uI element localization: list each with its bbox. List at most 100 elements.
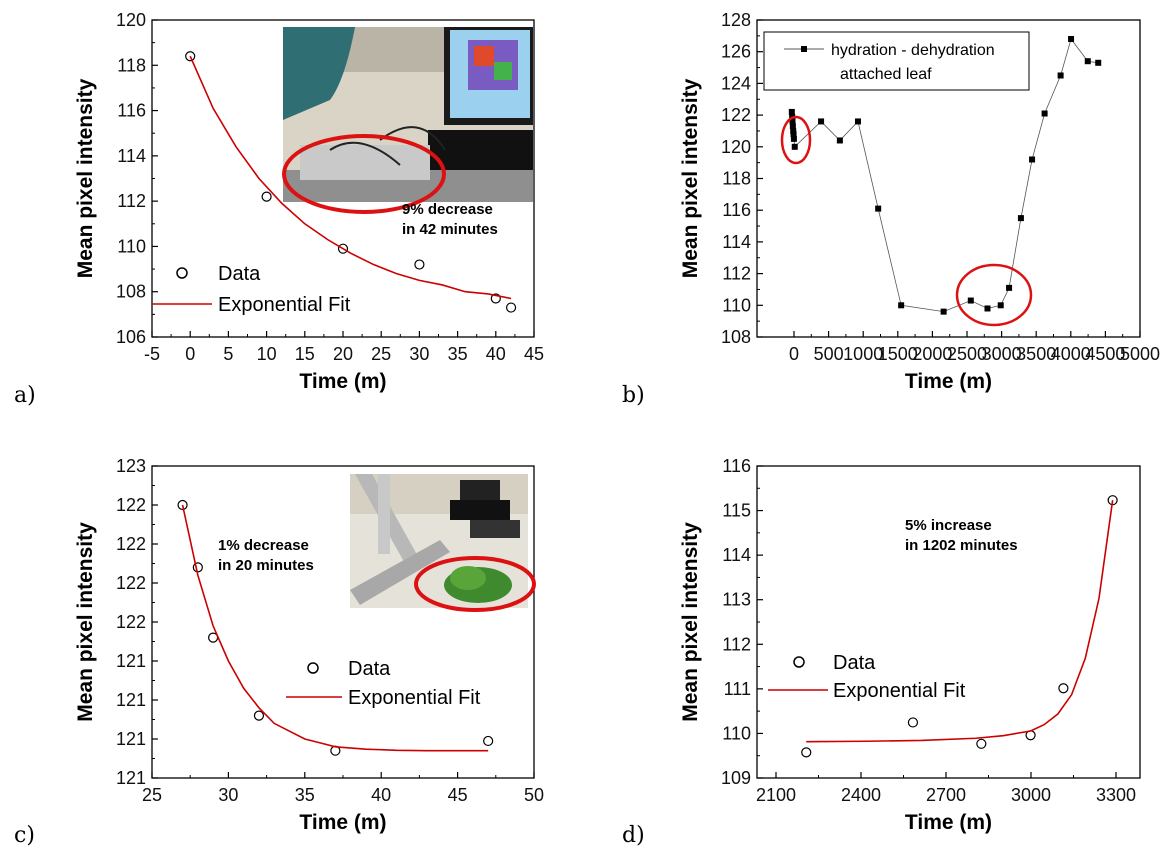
legend-marker-data	[176, 267, 188, 279]
y-tick-label: 121	[116, 768, 146, 788]
data-point	[788, 108, 795, 115]
x-tick-label: 3500	[1016, 344, 1056, 364]
data-point	[818, 118, 825, 125]
photo-plant-leaf	[450, 566, 486, 590]
x-tick-label: 35	[448, 344, 468, 364]
data-point	[1095, 59, 1102, 66]
y-tick-label: 126	[721, 42, 751, 62]
chart-panel-c: 121 121 121 121 122 122 122 122 123 25 30 35 40 45 50 T…	[14, 456, 544, 848]
x-tick-label: 2000	[912, 344, 952, 364]
y-tick-label: 128	[721, 10, 751, 30]
y-tick-label: 122	[116, 612, 146, 632]
x-tick-label: 25	[142, 785, 162, 805]
data-point	[801, 747, 812, 758]
legend-marker-data	[793, 656, 805, 668]
annotation-text: 1% decrease	[218, 537, 309, 554]
x-tick-label: 35	[295, 785, 315, 805]
photo-cable	[379, 126, 446, 151]
x-tick-label: 4500	[1085, 344, 1125, 364]
photo-cloth	[283, 27, 355, 120]
data-point	[790, 135, 797, 142]
y-axis-title: Mean pixel intensity	[74, 522, 97, 722]
y-tick-label: 116	[117, 101, 146, 121]
x-tick-label: 4000	[1051, 344, 1091, 364]
data-point	[1006, 284, 1013, 291]
y-tick-label: 120	[721, 137, 751, 157]
y-tick-label: 116	[722, 456, 751, 476]
y-axis-title: Mean pixel intensity	[679, 78, 702, 278]
data-point	[836, 137, 843, 144]
x-tick-label: 2500	[947, 344, 987, 364]
y-axis-title: Mean pixel intensity	[74, 78, 97, 278]
y-tick-label: 120	[116, 10, 146, 30]
data-point	[997, 302, 1004, 309]
plot-frame	[756, 465, 1141, 779]
data-point	[1084, 58, 1091, 65]
x-tick-label: 2400	[841, 785, 881, 805]
y-tick-label: 121	[116, 729, 146, 749]
y-tick-label: 111	[724, 679, 751, 699]
legend-marker	[801, 46, 807, 52]
highlight-circle	[282, 134, 446, 214]
data-point	[967, 297, 974, 304]
y-tick-label: 118	[117, 55, 146, 75]
y-tick-label: 108	[721, 327, 751, 347]
photo-cable	[329, 141, 401, 166]
highlight-circle	[780, 115, 812, 165]
fit-curve	[189, 55, 512, 300]
highlight-circle	[414, 556, 536, 612]
x-tick-label: 25	[371, 344, 391, 364]
legend-label-data: Data	[348, 658, 391, 680]
x-tick-label: 3000	[982, 344, 1022, 364]
fit-curve	[181, 504, 489, 752]
x-tick-label: 0	[789, 344, 799, 364]
x-tick-label: 3300	[1096, 785, 1136, 805]
panel-label: d)	[622, 823, 645, 848]
y-tick-label: 114	[722, 545, 751, 565]
data-point	[791, 143, 798, 150]
annotation-text: 5% increase	[905, 517, 992, 534]
y-tick-label: 124	[721, 73, 751, 93]
x-tick-label: 1500	[878, 344, 918, 364]
y-tick-label: 114	[117, 146, 146, 166]
panel-label: a)	[14, 383, 36, 408]
x-tick-label: 2100	[756, 785, 796, 805]
y-tick-label: 122	[116, 573, 146, 593]
data-point	[1029, 156, 1036, 163]
data-point	[789, 118, 796, 125]
annotation-text: in 1202 minutes	[905, 537, 1018, 554]
data-point	[984, 305, 991, 312]
legend-label: attached leaf	[840, 66, 932, 83]
legend-label-data: Data	[833, 652, 876, 674]
x-tick-label: 10	[257, 344, 277, 364]
fit-curve	[806, 500, 1114, 743]
y-tick-label: 114	[722, 232, 751, 252]
y-tick-label: 106	[116, 327, 146, 347]
legend-marker-data	[307, 662, 319, 674]
highlight-circle	[955, 263, 1033, 327]
data-point	[1017, 215, 1024, 222]
x-tick-label: 20	[333, 344, 353, 364]
y-tick-label: 112	[722, 634, 751, 654]
y-tick-label: 118	[722, 169, 751, 189]
legend-label: hydration - dehydration	[831, 42, 995, 59]
x-tick-label: 40	[371, 785, 391, 805]
data-point	[907, 717, 919, 728]
y-tick-label: 110	[722, 723, 751, 743]
annotation-text: in 20 minutes	[218, 557, 314, 574]
data-point	[483, 735, 494, 747]
y-tick-label: 110	[722, 295, 751, 315]
y-tick-label: 115	[722, 501, 751, 521]
panel-label: c)	[14, 823, 35, 848]
y-tick-label: 122	[116, 495, 146, 515]
y-tick-label: 116	[722, 200, 751, 220]
y-tick-label: 110	[117, 236, 146, 256]
photo-tray	[300, 145, 430, 180]
data-point	[414, 259, 425, 270]
photo-frame-post	[378, 474, 390, 554]
data-point	[940, 308, 947, 315]
photo-heatmap-green	[494, 62, 512, 80]
y-tick-label: 122	[721, 105, 751, 125]
y-tick-label: 108	[116, 282, 146, 302]
x-tick-label: 500	[814, 344, 844, 364]
